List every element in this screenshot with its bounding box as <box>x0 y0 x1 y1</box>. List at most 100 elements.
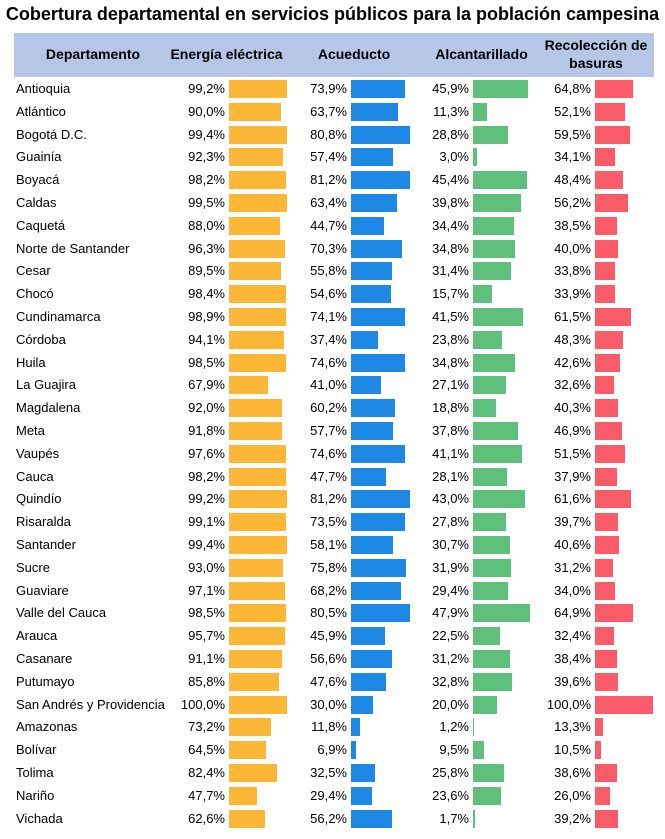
recoleccion-bar <box>595 125 630 144</box>
alcantarillado-value-label: 28,1% <box>432 468 469 484</box>
recoleccion-bar <box>595 650 618 668</box>
table-header: Departamento Energía eléctrica Acueducto… <box>14 33 654 77</box>
recoleccion-value-label: 10,5% <box>554 742 591 758</box>
alcantarillado-bar <box>473 330 502 349</box>
departamento-label: Chocó <box>16 286 54 302</box>
recoleccion-bar <box>595 741 602 760</box>
energia-value-label: 73,2% <box>188 719 225 735</box>
acueducto-value-label: 73,5% <box>310 514 347 530</box>
recoleccion-bar <box>595 467 617 486</box>
recoleccion-bar <box>595 490 631 509</box>
alcantarillado-value-label: 45,9% <box>432 81 469 96</box>
acueducto-bar <box>351 627 385 646</box>
recoleccion-bar <box>595 148 615 167</box>
recoleccion-bar <box>595 216 618 235</box>
acueducto-value-label: 80,8% <box>310 126 347 142</box>
acueducto-value-label: 74,1% <box>310 309 347 324</box>
acueducto-bar <box>351 216 384 235</box>
departamento-label: Sucre <box>16 559 50 575</box>
acueducto-bar <box>351 650 393 668</box>
table-row: Valle del Cauca 98,5% 80,5% 47,9% 64,9% <box>0 602 665 625</box>
alcantarillado-value-label: 34,8% <box>432 354 469 370</box>
acueducto-value-label: 63,4% <box>310 195 347 210</box>
recoleccion-value-label: 46,9% <box>554 423 591 438</box>
recoleccion-value-label: 32,4% <box>554 628 591 644</box>
alcantarillado-value-label: 9,5% <box>439 742 469 758</box>
recoleccion-bar <box>595 672 618 691</box>
acueducto-value-label: 56,6% <box>310 651 347 666</box>
acueducto-value-label: 60,2% <box>310 400 347 416</box>
alcantarillado-value-label: 41,5% <box>432 309 469 324</box>
recoleccion-value-label: 34,0% <box>554 582 591 598</box>
acueducto-bar <box>351 330 379 349</box>
energia-bar <box>229 444 286 463</box>
recoleccion-bar <box>595 604 633 623</box>
recoleccion-bar <box>595 239 619 258</box>
acueducto-value-label: 57,7% <box>310 423 347 438</box>
energia-value-label: 98,5% <box>188 354 225 370</box>
alcantarillado-bar <box>473 536 510 554</box>
recoleccion-bar <box>595 353 620 372</box>
alcantarillado-bar <box>473 650 511 668</box>
alcantarillado-bar <box>473 262 511 281</box>
departamento-label: Norte de Santander <box>16 240 130 256</box>
acueducto-value-label: 54,6% <box>310 286 347 302</box>
acueducto-value-label: 81,2% <box>310 491 347 507</box>
alcantarillado-bar <box>473 558 512 577</box>
table-row: San Andrés y Providencia 100,0% 30,0% 20,0%… <box>0 694 665 717</box>
table-row: Cauca 98,2% 47,7% 28,1% 37,9% <box>0 466 665 489</box>
table-row: Casanare 91,1% 56,6% 31,2% 38,4% <box>0 648 665 671</box>
energia-bar <box>229 262 281 281</box>
table-row: Vichada 62,6% 56,2% 1,7% 39,2% <box>0 808 665 831</box>
alcantarillado-bar <box>473 285 492 304</box>
energia-value-label: 96,3% <box>188 240 225 256</box>
table-row: Quindío 99,2% 81,2% 43,0% 61,6% <box>0 488 665 511</box>
acueducto-bar <box>351 262 392 281</box>
alcantarillado-bar <box>473 741 485 760</box>
alcantarillado-value-label: 27,8% <box>432 514 469 530</box>
acueducto-value-label: 74,6% <box>310 445 347 461</box>
recoleccion-value-label: 48,3% <box>554 331 591 347</box>
departamento-label: Vichada <box>16 810 63 826</box>
recoleccion-bar <box>595 444 625 463</box>
departamento-label: Bolívar <box>16 742 57 758</box>
energia-bar <box>229 536 287 554</box>
recoleccion-value-label: 39,7% <box>554 514 591 530</box>
table-row: Bogotá D.C. 99,4% 80,8% 28,8% 59,5% <box>0 124 665 147</box>
departamento-label: Valle del Cauca <box>16 605 107 621</box>
energia-bar <box>229 741 267 760</box>
alcantarillado-bar <box>473 581 509 600</box>
departamento-label: Huila <box>16 354 46 370</box>
recoleccion-value-label: 39,2% <box>554 810 591 826</box>
alcantarillado-value-label: 30,7% <box>432 537 469 552</box>
departamento-label: Cauca <box>16 468 54 484</box>
alcantarillado-bar <box>473 444 523 463</box>
recoleccion-bar <box>595 422 623 440</box>
acueducto-bar <box>351 399 395 418</box>
acueducto-bar <box>351 444 406 463</box>
energia-bar <box>229 490 287 509</box>
acueducto-value-label: 44,7% <box>310 217 347 233</box>
energia-bar <box>229 330 284 349</box>
acueducto-bar <box>351 467 386 486</box>
energia-bar <box>229 764 277 782</box>
acueducto-value-label: 80,5% <box>310 605 347 621</box>
alcantarillado-value-label: 31,9% <box>432 559 469 575</box>
energia-bar <box>229 467 286 486</box>
departamento-label: Bogotá D.C. <box>16 126 87 142</box>
departamento-label: Guainía <box>16 149 62 165</box>
alcantarillado-value-label: 1,2% <box>439 719 469 735</box>
recoleccion-bar <box>595 399 619 418</box>
departamento-label: Putumayo <box>16 673 75 689</box>
recoleccion-value-label: 38,5% <box>554 217 591 233</box>
acueducto-bar <box>351 102 398 121</box>
energia-value-label: 99,4% <box>188 537 225 552</box>
energia-bar <box>229 718 272 737</box>
table-row: Putumayo 85,8% 47,6% 32,8% 39,6% <box>0 671 665 694</box>
table-row: Cundinamarca 98,9% 74,1% 41,5% 61,5% <box>0 306 665 329</box>
recoleccion-bar <box>595 764 618 782</box>
acueducto-bar <box>351 308 406 326</box>
alcantarillado-value-label: 20,0% <box>432 696 469 712</box>
energia-value-label: 95,7% <box>188 628 225 644</box>
alcantarillado-value-label: 34,4% <box>432 217 469 233</box>
